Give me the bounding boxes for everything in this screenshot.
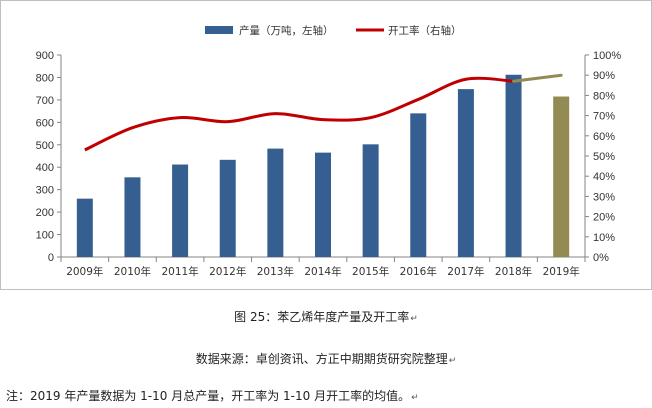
y-left-tick-label: 200 bbox=[36, 207, 54, 219]
production-bar bbox=[505, 74, 522, 257]
y-right-tick-label: 20% bbox=[593, 212, 615, 224]
paragraph-mark-icon: ↵ bbox=[448, 356, 457, 366]
chart: 产量（万吨，左轴） 开工率（右轴） 0 100 200 300 400 500 600 700… bbox=[0, 0, 652, 290]
y-right-tick-label: 80% bbox=[593, 90, 615, 102]
x-tick-label: 2017年 bbox=[447, 265, 484, 278]
x-tick-label: 2013年 bbox=[257, 265, 294, 278]
production-bar bbox=[457, 89, 474, 257]
footnote: 注：2019 年产量数据为 1-10 月总产量，开工率为 1-10 月开工率的均… bbox=[6, 387, 419, 404]
production-bar bbox=[267, 148, 284, 257]
x-tick-label: 2011年 bbox=[161, 265, 198, 278]
y-right-tick-label: 40% bbox=[593, 171, 615, 183]
production-bar bbox=[219, 159, 236, 257]
axes: 0 100 200 300 400 500 600 700 800 900 0% 10% 20% 30% 4… bbox=[36, 50, 622, 278]
rate-line-extension-path bbox=[512, 73, 563, 83]
y-right-tick-label: 60% bbox=[593, 131, 615, 143]
y-right-tick-label: 0% bbox=[593, 252, 609, 264]
y-left-tick-label: 0 bbox=[48, 252, 54, 264]
x-tick-label: 2009年 bbox=[66, 265, 103, 278]
production-bar bbox=[76, 198, 93, 257]
legend-bar-label: 产量（万吨，左轴） bbox=[239, 24, 334, 37]
y-left-tick-label: 600 bbox=[36, 117, 54, 129]
y-left-tick-label: 300 bbox=[36, 185, 54, 197]
x-tick-label: 2018年 bbox=[495, 265, 532, 278]
y-left-tick-label: 800 bbox=[36, 72, 54, 84]
y-left-tick-label: 400 bbox=[36, 162, 54, 174]
x-tick-label: 2015年 bbox=[352, 265, 389, 278]
data-source: 数据来源：卓创资讯、方正中期期货研究院整理↵ bbox=[0, 350, 652, 367]
y-right-tick-label: 50% bbox=[593, 151, 615, 163]
bars bbox=[76, 74, 570, 258]
legend: 产量（万吨，左轴） 开工率（右轴） bbox=[205, 24, 462, 37]
x-tick-label: 2010年 bbox=[114, 265, 151, 278]
x-tick-label: 2014年 bbox=[304, 265, 341, 278]
paragraph-mark-icon: ↵ bbox=[410, 314, 418, 324]
production-bar bbox=[315, 152, 331, 257]
y-right-tick-label: 10% bbox=[593, 232, 615, 244]
figure-caption: 图 25：苯乙烯年度产量及开工率↵ bbox=[0, 308, 652, 325]
production-bar bbox=[124, 177, 141, 257]
legend-line-label: 开工率（右轴） bbox=[388, 24, 462, 37]
production-bar bbox=[362, 144, 379, 257]
production-bar bbox=[172, 164, 189, 257]
footnote-text: 注：2019 年产量数据为 1-10 月总产量，开工率为 1-10 月开工率的均… bbox=[6, 389, 411, 403]
legend-bar-swatch bbox=[205, 26, 233, 34]
y-right-tick-label: 100% bbox=[593, 50, 621, 62]
x-tick-label: 2012年 bbox=[209, 265, 246, 278]
y-left-tick-label: 700 bbox=[36, 95, 54, 107]
y-left-tick-label: 900 bbox=[36, 50, 54, 62]
rate-line bbox=[84, 73, 563, 152]
y-right-tick-label: 30% bbox=[593, 191, 615, 203]
production-bar bbox=[553, 96, 570, 258]
y-left-tick-label: 100 bbox=[36, 230, 54, 242]
figure-caption-text: 图 25：苯乙烯年度产量及开工率 bbox=[234, 310, 410, 324]
production-bar bbox=[410, 113, 427, 257]
x-tick-label: 2016年 bbox=[400, 265, 437, 278]
y-left-tick-label: 500 bbox=[36, 140, 54, 152]
y-right-tick-label: 90% bbox=[593, 70, 615, 82]
y-right-tick-label: 70% bbox=[593, 111, 615, 123]
rate-line-path bbox=[84, 76, 514, 152]
data-source-text: 数据来源：卓创资讯、方正中期期货研究院整理 bbox=[195, 352, 448, 366]
paragraph-mark-icon: ↵ bbox=[411, 393, 419, 403]
x-tick-label: 2019年 bbox=[543, 265, 580, 278]
